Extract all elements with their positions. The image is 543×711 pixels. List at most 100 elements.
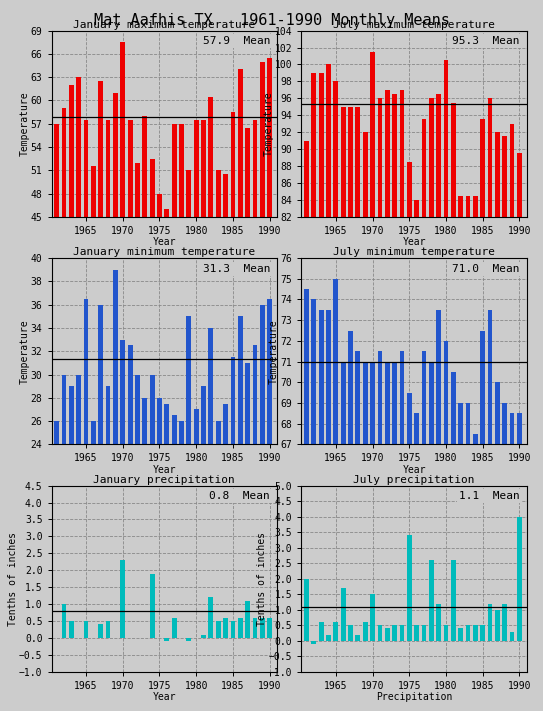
Y-axis label: Temperature: Temperature bbox=[269, 319, 279, 383]
X-axis label: Year: Year bbox=[402, 237, 426, 247]
Text: 31.3  Mean: 31.3 Mean bbox=[203, 264, 270, 274]
Bar bbox=[429, 362, 434, 711]
Bar bbox=[400, 90, 405, 711]
Bar bbox=[245, 601, 250, 638]
Y-axis label: Temperature: Temperature bbox=[20, 319, 29, 383]
Bar bbox=[341, 107, 345, 711]
Bar bbox=[121, 560, 125, 638]
Bar bbox=[407, 535, 412, 641]
Bar bbox=[135, 375, 140, 711]
Bar bbox=[62, 604, 66, 638]
Bar bbox=[230, 112, 235, 566]
Bar bbox=[165, 638, 169, 641]
Bar bbox=[517, 413, 522, 711]
Bar bbox=[194, 120, 199, 566]
Bar bbox=[414, 626, 419, 641]
Bar bbox=[510, 413, 514, 711]
Bar bbox=[223, 618, 228, 638]
Bar bbox=[480, 331, 485, 711]
Bar bbox=[252, 618, 257, 638]
Bar bbox=[502, 604, 507, 641]
Bar bbox=[238, 316, 243, 711]
Bar bbox=[458, 629, 463, 641]
Y-axis label: Temperature: Temperature bbox=[263, 92, 273, 156]
X-axis label: Year: Year bbox=[402, 465, 426, 475]
Bar bbox=[429, 560, 434, 641]
Bar bbox=[172, 618, 176, 638]
Bar bbox=[150, 159, 155, 566]
Bar bbox=[444, 626, 449, 641]
Bar bbox=[458, 196, 463, 711]
Bar bbox=[230, 621, 235, 638]
Bar bbox=[473, 434, 478, 711]
Bar bbox=[407, 392, 412, 711]
Bar bbox=[62, 375, 66, 711]
Bar bbox=[356, 107, 360, 711]
Bar bbox=[341, 362, 345, 711]
Bar bbox=[172, 415, 176, 711]
Y-axis label: Temperature: Temperature bbox=[20, 92, 29, 156]
Bar bbox=[326, 635, 331, 641]
Bar bbox=[304, 141, 309, 711]
Bar bbox=[348, 107, 353, 711]
Bar bbox=[113, 269, 118, 711]
Bar bbox=[179, 421, 184, 711]
Bar bbox=[377, 98, 382, 711]
Bar bbox=[502, 403, 507, 711]
Bar bbox=[84, 120, 89, 566]
Bar bbox=[186, 638, 191, 641]
Bar bbox=[260, 618, 264, 638]
Bar bbox=[238, 70, 243, 566]
Bar bbox=[150, 375, 155, 711]
Bar bbox=[517, 154, 522, 711]
Bar bbox=[77, 375, 81, 711]
Title: July maximum temperature: July maximum temperature bbox=[333, 20, 495, 30]
Title: July minimum temperature: July minimum temperature bbox=[333, 247, 495, 257]
Bar bbox=[356, 351, 360, 711]
Bar bbox=[304, 289, 309, 711]
Bar bbox=[121, 340, 125, 711]
Bar bbox=[312, 73, 316, 711]
Title: January maximum temperature: January maximum temperature bbox=[73, 20, 255, 30]
Bar bbox=[429, 98, 434, 711]
Bar bbox=[252, 346, 257, 711]
Bar bbox=[230, 357, 235, 711]
Bar bbox=[451, 560, 456, 641]
Bar bbox=[201, 635, 206, 638]
Bar bbox=[121, 42, 125, 566]
Bar bbox=[458, 403, 463, 711]
Bar bbox=[385, 90, 390, 711]
Bar bbox=[201, 386, 206, 711]
Bar bbox=[444, 60, 449, 711]
Bar bbox=[312, 299, 316, 711]
Bar bbox=[209, 597, 213, 638]
Bar bbox=[238, 618, 243, 638]
Bar bbox=[157, 193, 162, 566]
Bar bbox=[267, 299, 272, 711]
Bar bbox=[333, 622, 338, 641]
Bar bbox=[333, 81, 338, 711]
Bar bbox=[186, 170, 191, 566]
Bar bbox=[392, 362, 397, 711]
Bar bbox=[444, 341, 449, 711]
X-axis label: Precipitation: Precipitation bbox=[376, 693, 452, 702]
Y-axis label: Tenths of inches: Tenths of inches bbox=[257, 532, 268, 626]
Bar bbox=[495, 610, 500, 641]
Bar bbox=[421, 351, 426, 711]
Bar bbox=[77, 77, 81, 566]
Bar bbox=[436, 310, 441, 711]
Bar bbox=[495, 383, 500, 711]
Bar bbox=[400, 351, 405, 711]
Bar bbox=[385, 629, 390, 641]
Bar bbox=[319, 622, 324, 641]
Bar bbox=[260, 305, 264, 711]
Bar bbox=[465, 196, 470, 711]
Bar bbox=[370, 52, 375, 711]
Bar bbox=[488, 604, 493, 641]
Bar bbox=[480, 119, 485, 711]
Bar bbox=[312, 641, 316, 644]
Bar bbox=[421, 119, 426, 711]
Bar bbox=[436, 94, 441, 711]
Bar bbox=[223, 404, 228, 711]
Bar bbox=[370, 362, 375, 711]
